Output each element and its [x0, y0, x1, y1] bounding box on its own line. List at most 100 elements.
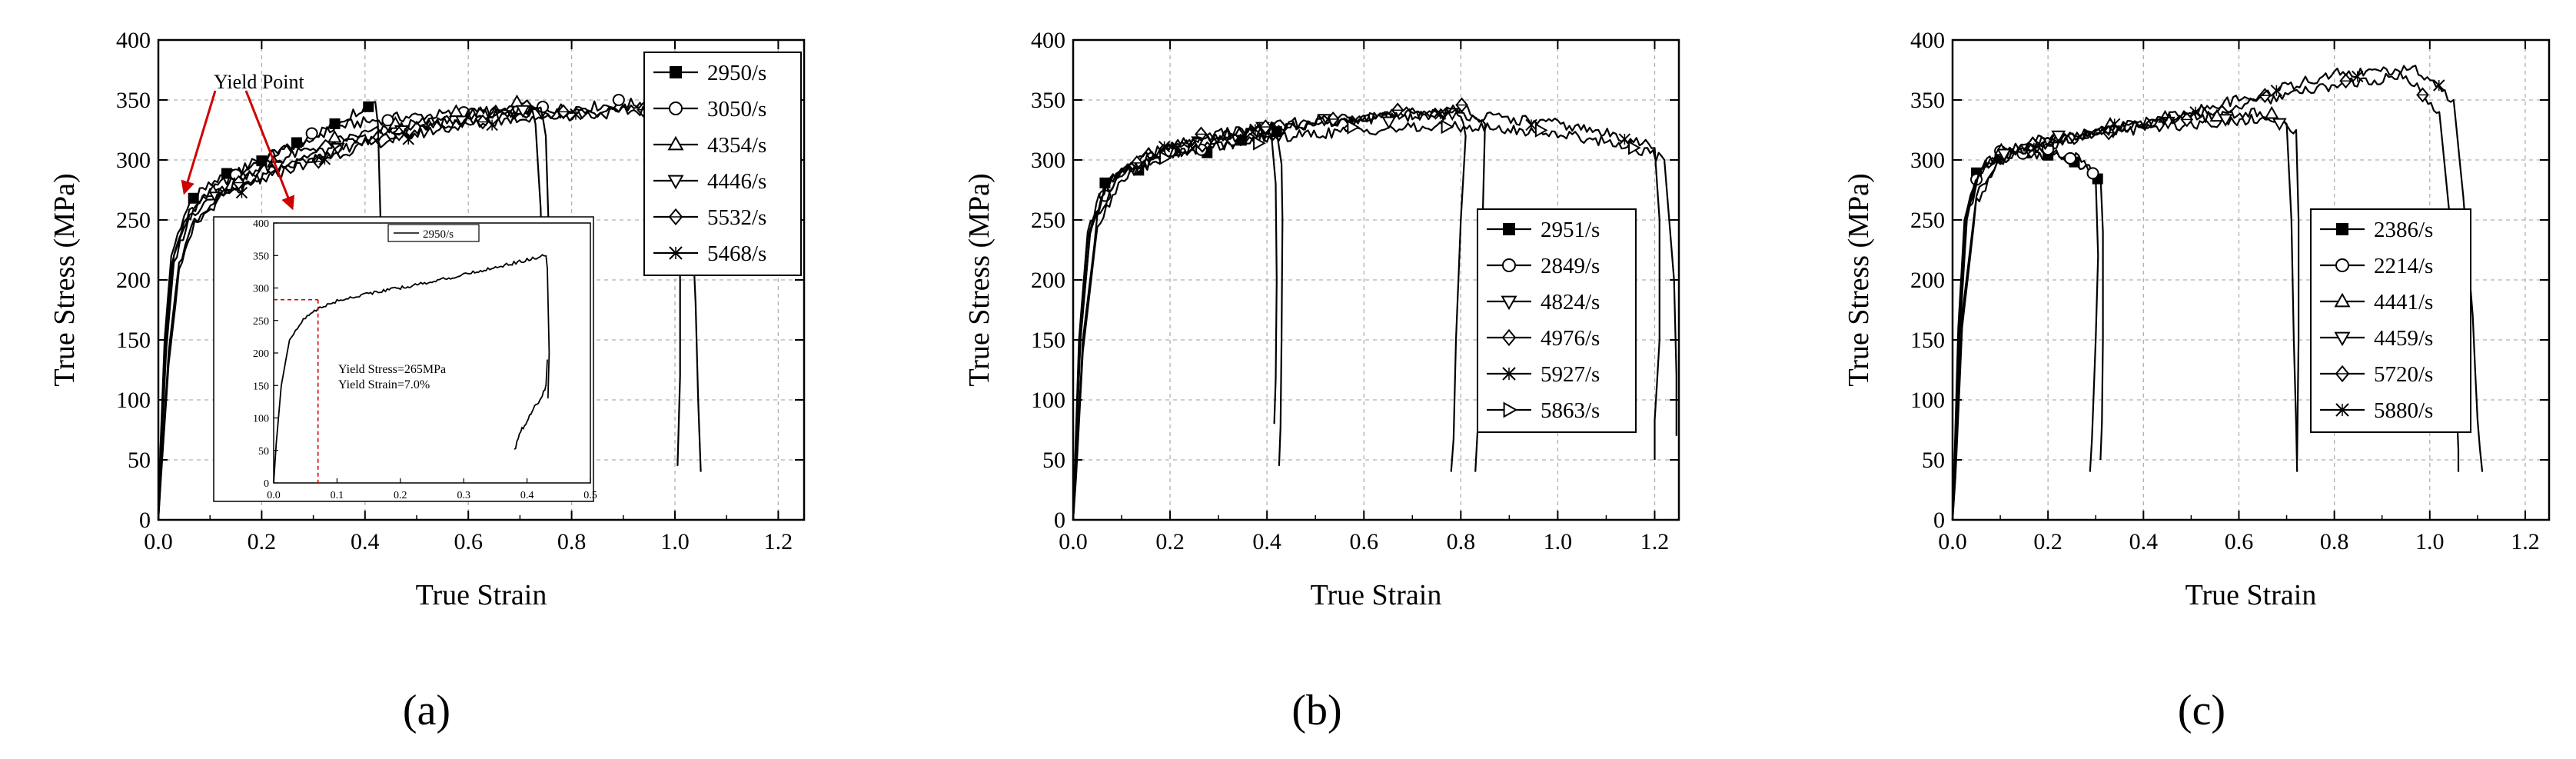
series-line [1072, 104, 1486, 521]
series-line [1072, 121, 1677, 521]
data-point [1434, 108, 1447, 120]
y-axis-label: True Stress (MPa) [963, 173, 995, 386]
legend-label: 2951/s [1541, 218, 1600, 242]
y-tick-label: 150 [1031, 328, 1065, 353]
y-tick-label: 350 [1910, 88, 1945, 113]
x-tick-label: 0.8 [557, 529, 587, 554]
x-tick-label: 0.0 [1059, 529, 1088, 554]
legend-item: 2386/s [2320, 218, 2433, 242]
y-tick-label: 400 [116, 28, 151, 53]
data-point [2218, 114, 2233, 127]
data-point [363, 101, 374, 112]
legend: 2950/s 3050/s 4354/s 4446/s 5532/s 5468/s [643, 52, 802, 276]
y-tick-label: 250 [116, 208, 151, 233]
y-tick-label: 50 [1922, 448, 1945, 473]
y-tick-label: 400 [1031, 28, 1065, 53]
data-point [1158, 141, 1171, 153]
x-tick-label: 0.0 [1938, 529, 1967, 554]
data-point [2028, 141, 2040, 155]
y-axis-label: True Stress (MPa) [48, 173, 81, 386]
data-point [2189, 106, 2202, 118]
inset-x-tick: 0.1 [331, 490, 344, 501]
legend-label: 2386/s [2374, 218, 2433, 242]
data-point [2416, 87, 2429, 103]
data-point [235, 186, 248, 199]
inset-legend [387, 224, 480, 242]
data-point [1534, 122, 1548, 138]
legend-item: 2214/s [2320, 254, 2433, 278]
x-tick-label: 0.8 [1447, 529, 1476, 554]
inset-x-tick: 0.2 [394, 490, 407, 501]
series-line [1072, 109, 1660, 521]
x-tick-label: 1.2 [2511, 529, 2540, 554]
data-point [1628, 140, 1641, 155]
data-point [2064, 151, 2077, 165]
panel-label-a: (a) [403, 687, 450, 734]
legend-item: 5927/s [1487, 362, 1600, 387]
data-point [570, 108, 582, 121]
grid [1073, 40, 1679, 520]
x-tick-label: 0.4 [1252, 529, 1281, 554]
legend-item: 3050/s [653, 97, 766, 122]
data-point [1253, 135, 1266, 151]
inset-x-tick: 0.3 [457, 490, 470, 501]
inset-legend-label: 2950/s [423, 228, 454, 241]
data-point [1996, 148, 2012, 162]
data-point [476, 114, 490, 130]
panel-a: 0.0 0.2 0.4 0.6 0.8 1.0 1.2 0 50 100 150 200 250 300 3… [48, 28, 806, 611]
inset-y-tick: 0 [264, 478, 269, 490]
legend-item: 5880/s [2320, 398, 2433, 423]
y-tick-label: 200 [1031, 268, 1065, 293]
legend-label: 5880/s [2374, 398, 2433, 423]
legend-item: 2950/s [653, 61, 766, 85]
data-point [2339, 73, 2352, 89]
legend-item: 5720/s [2320, 362, 2433, 387]
legend-item: 5532/s [653, 205, 766, 230]
y-tick-label: 150 [1910, 328, 1945, 353]
data-point [1159, 150, 1172, 165]
legend-item: 5468/s [653, 241, 766, 266]
inset-y-tick: 100 [253, 414, 269, 425]
data-point [1347, 120, 1361, 135]
x-tick-label: 0.2 [248, 529, 277, 554]
legend-label: 2849/s [1541, 254, 1600, 278]
legend-label: 4976/s [1541, 326, 1600, 351]
inset-y-tick: 300 [253, 284, 269, 295]
series-line [157, 105, 555, 521]
legend-item: 4441/s [2320, 290, 2433, 315]
inset-y-tick: 50 [258, 446, 269, 458]
legend-label: 5863/s [1541, 398, 1600, 423]
inset-chart: 0.0 0.1 0.2 0.3 0.4 0.5 0 50 100 150 200 250 300 350 4… [213, 216, 597, 502]
y-tick-label: 300 [116, 148, 151, 173]
x-tick-label: 0.2 [1155, 529, 1185, 554]
inset-x-tick: 0.4 [520, 490, 534, 501]
inset-y-tick: 350 [253, 251, 269, 262]
y-tick-label: 250 [1910, 208, 1945, 233]
inset-x-tick: 0.5 [583, 490, 597, 501]
x-tick-label: 1.0 [2415, 529, 2445, 554]
y-tick-label: 100 [116, 388, 151, 413]
y-tick-label: 200 [1910, 268, 1945, 293]
x-axis-label: True Strain [416, 579, 547, 611]
x-tick-label: 1.0 [660, 529, 690, 554]
x-tick-label: 0.0 [144, 529, 173, 554]
data-point [1249, 123, 1261, 136]
y-tick-label: 100 [1031, 388, 1065, 413]
inset-curve [273, 254, 550, 484]
legend: 2951/s 2849/s 4824/s 4976/s 5927/s 5863/s [1477, 208, 1637, 433]
data-point [1381, 116, 1397, 130]
data-point [486, 118, 498, 131]
x-tick-label: 0.8 [2320, 529, 2349, 554]
data-point [318, 153, 331, 165]
series-5863-per-s [1072, 119, 1677, 521]
y-tick-label: 200 [116, 268, 151, 293]
legend-label: 2950/s [707, 61, 766, 85]
data-point [2272, 118, 2287, 131]
x-tick-label: 0.2 [2033, 529, 2062, 554]
series-line [157, 99, 547, 521]
x-tick-label: 0.4 [2129, 529, 2159, 554]
series-5468-per-s [157, 101, 702, 521]
series-5880-per-s [1951, 65, 2484, 521]
y-tick-label: 50 [128, 448, 151, 473]
series-4976-per-s [1072, 97, 1486, 521]
